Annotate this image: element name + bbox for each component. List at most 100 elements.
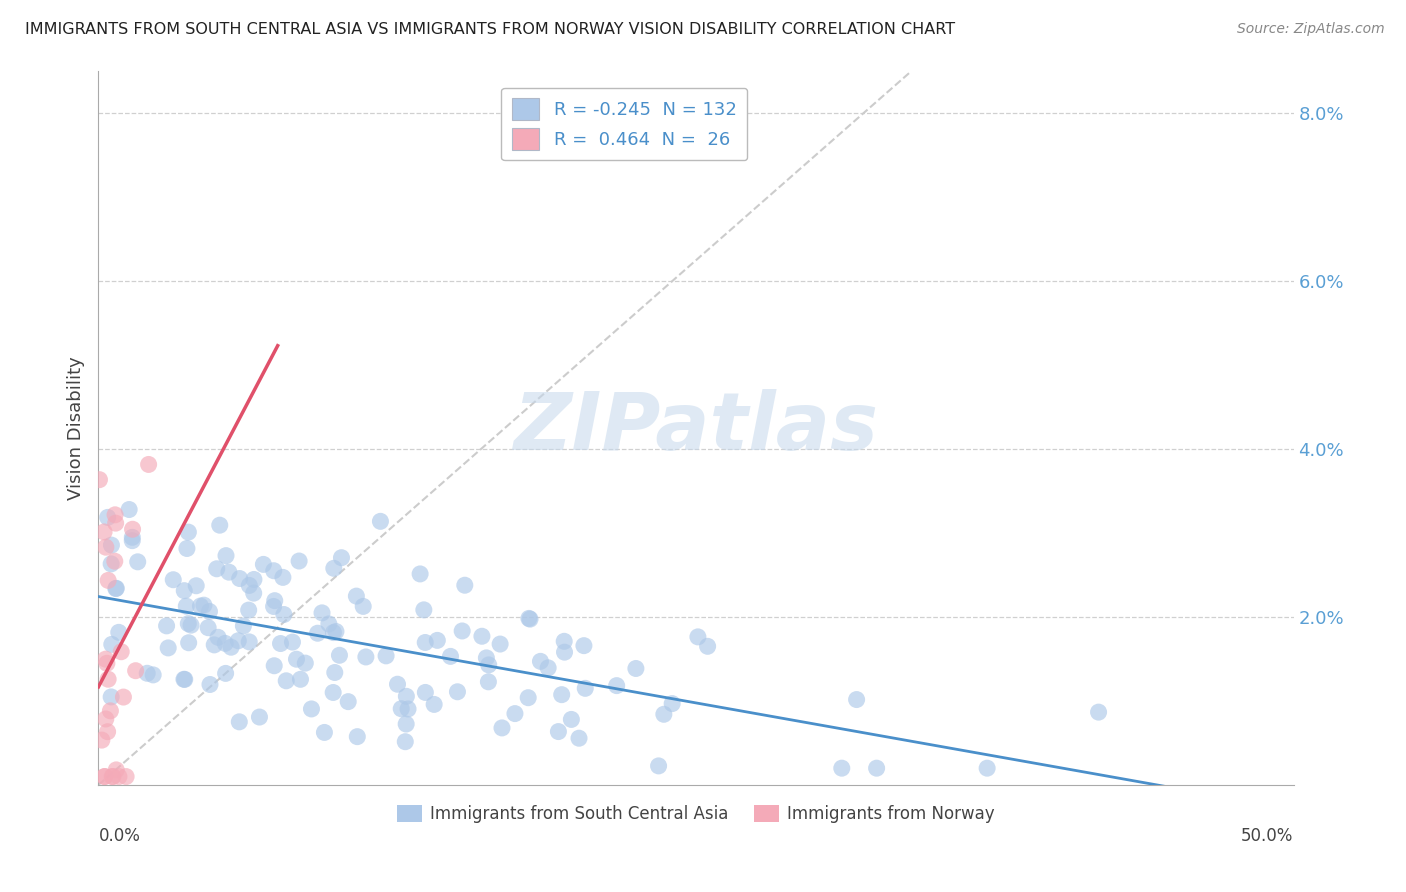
- Point: [108, 770, 131, 784]
- Point: [554, 645, 576, 659]
- Point: [205, 562, 228, 576]
- Point: [354, 649, 377, 664]
- Point: [177, 616, 200, 631]
- Point: [439, 649, 461, 664]
- Point: [207, 630, 229, 644]
- Point: [550, 688, 572, 702]
- Point: [322, 561, 344, 575]
- Point: [454, 578, 477, 592]
- Point: [606, 679, 628, 693]
- Point: [281, 635, 304, 649]
- Point: [285, 652, 308, 666]
- Point: [301, 702, 323, 716]
- Point: [105, 582, 128, 596]
- Point: [568, 731, 591, 746]
- Point: [96, 657, 118, 671]
- Point: [232, 619, 254, 633]
- Point: [560, 713, 582, 727]
- Point: [238, 635, 260, 649]
- Point: [94, 770, 117, 784]
- Point: [976, 761, 998, 775]
- Point: [330, 550, 353, 565]
- Point: [263, 599, 285, 614]
- Point: [94, 652, 117, 666]
- Point: [218, 565, 240, 579]
- Point: [387, 677, 409, 691]
- Point: [97, 510, 120, 524]
- Point: [395, 690, 418, 704]
- Point: [865, 761, 887, 775]
- Point: [173, 583, 195, 598]
- Point: [475, 651, 498, 665]
- Point: [121, 522, 143, 536]
- Point: [219, 640, 242, 655]
- Point: [118, 502, 141, 516]
- Legend: Immigrants from South Central Asia, Immigrants from Norway: Immigrants from South Central Asia, Immi…: [391, 798, 1001, 830]
- Point: [190, 599, 212, 613]
- Point: [124, 664, 146, 678]
- Point: [177, 636, 200, 650]
- Point: [337, 695, 360, 709]
- Point: [446, 685, 468, 699]
- Point: [517, 690, 540, 705]
- Point: [107, 625, 129, 640]
- Point: [121, 533, 143, 548]
- Point: [276, 673, 298, 688]
- Point: [478, 657, 501, 672]
- Point: [177, 525, 200, 540]
- Point: [409, 566, 432, 581]
- Point: [193, 598, 215, 612]
- Point: [263, 564, 285, 578]
- Point: [294, 656, 316, 670]
- Point: [322, 685, 344, 699]
- Point: [101, 637, 124, 651]
- Point: [97, 724, 120, 739]
- Point: [647, 759, 669, 773]
- Point: [105, 763, 128, 777]
- Point: [270, 636, 292, 650]
- Point: [138, 458, 160, 472]
- Point: [101, 770, 124, 784]
- Point: [323, 665, 346, 680]
- Point: [328, 648, 350, 663]
- Point: [396, 702, 419, 716]
- Point: [491, 721, 513, 735]
- Text: ZIPatlas: ZIPatlas: [513, 389, 879, 467]
- Point: [572, 639, 595, 653]
- Point: [314, 725, 336, 739]
- Y-axis label: Vision Disability: Vision Disability: [66, 356, 84, 500]
- Point: [215, 549, 238, 563]
- Point: [517, 611, 540, 625]
- Point: [226, 633, 249, 648]
- Point: [97, 672, 120, 686]
- Point: [243, 573, 266, 587]
- Point: [197, 621, 219, 635]
- Point: [157, 640, 180, 655]
- Point: [271, 570, 294, 584]
- Point: [489, 637, 512, 651]
- Point: [94, 540, 117, 554]
- Point: [553, 634, 575, 648]
- Point: [228, 714, 250, 729]
- Point: [238, 603, 260, 617]
- Point: [537, 661, 560, 675]
- Point: [173, 673, 195, 687]
- Point: [90, 733, 112, 747]
- Point: [104, 508, 127, 522]
- Point: [529, 654, 551, 668]
- Point: [370, 514, 392, 528]
- Point: [426, 633, 449, 648]
- Point: [288, 554, 311, 568]
- Point: [624, 661, 647, 675]
- Point: [97, 574, 120, 588]
- Point: [322, 625, 344, 640]
- Point: [93, 770, 115, 784]
- Point: [214, 636, 236, 650]
- Point: [273, 607, 295, 622]
- Point: [375, 648, 398, 663]
- Point: [121, 530, 143, 544]
- Point: [104, 554, 127, 568]
- Point: [290, 673, 312, 687]
- Point: [661, 697, 683, 711]
- Text: Source: ZipAtlas.com: Source: ZipAtlas.com: [1237, 22, 1385, 37]
